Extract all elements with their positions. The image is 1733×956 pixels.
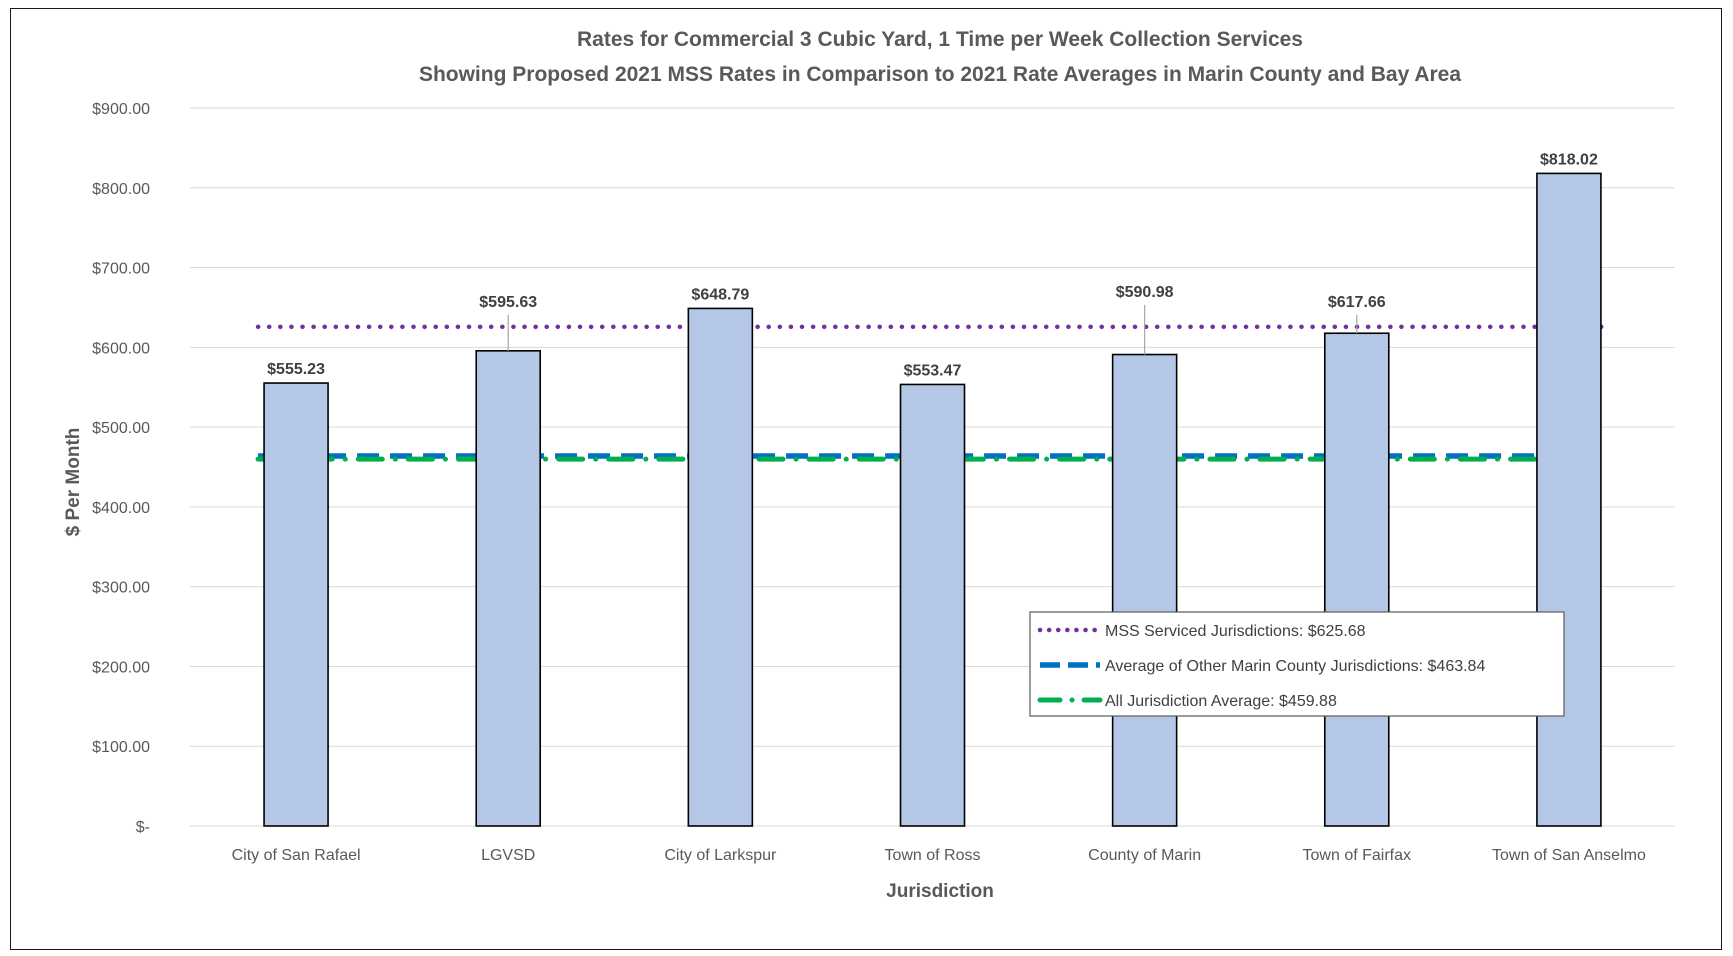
x-axis-ticks: City of San Rafael LGVSD City of Larkspur T…: [232, 847, 1646, 864]
x-tick-label: City of Larkspur: [664, 847, 777, 864]
y-tick-label: $900.00: [92, 101, 150, 118]
x-tick-label: Town of Ross: [884, 847, 980, 864]
bar: [687, 307, 754, 827]
chart-title-line-1: Rates for Commercial 3 Cubic Yard, 1 Tim…: [577, 28, 1303, 51]
y-tick-label: $100.00: [92, 739, 150, 756]
legend-label: Average of Other Marin County Jurisdicti…: [1105, 658, 1485, 675]
y-tick-label: $-: [136, 819, 150, 836]
gridlines: [190, 107, 1675, 827]
chart-title-line-2: Showing Proposed 2021 MSS Rates in Compa…: [419, 63, 1461, 86]
data-label: $818.02: [1540, 151, 1598, 168]
y-axis-ticks: $- $100.00 $200.00 $300.00 $400.00 $500.00 $60…: [92, 101, 150, 836]
x-tick-label: Town of Fairfax: [1303, 847, 1411, 864]
legend-label: MSS Serviced Jurisdictions: $625.68: [1105, 623, 1366, 640]
bar: [1536, 172, 1602, 827]
data-label: $553.47: [904, 362, 962, 379]
bar: [475, 350, 542, 827]
x-tick-label: City of San Rafael: [232, 847, 361, 864]
y-tick-label: $300.00: [92, 580, 150, 597]
x-axis-title: Jurisdiction: [886, 881, 994, 902]
data-label: $595.63: [479, 294, 537, 311]
y-tick-label: $600.00: [92, 340, 150, 357]
y-tick-label: $400.00: [92, 500, 150, 517]
legend-box: [1029, 611, 1565, 717]
data-label: $648.79: [691, 286, 749, 303]
y-tick-label: $200.00: [92, 659, 150, 676]
x-tick-label: County of Marin: [1088, 847, 1201, 864]
data-label: $590.98: [1116, 284, 1174, 301]
y-tick-label: $800.00: [92, 181, 150, 198]
y-tick-label: $500.00: [92, 420, 150, 437]
bar: [1111, 353, 1178, 827]
bar: [263, 382, 329, 827]
data-label: $555.23: [267, 361, 325, 378]
label-leader-lines: [507, 304, 1358, 355]
legend: MSS Serviced Jurisdictions: $625.68 Avera…: [1029, 611, 1565, 717]
x-tick-label: LGVSD: [481, 847, 535, 864]
legend-label: All Jurisdiction Average: $459.88: [1105, 693, 1337, 710]
y-tick-label: $700.00: [92, 261, 150, 278]
bars: [263, 172, 1602, 827]
bar: [1323, 332, 1390, 827]
y-axis-title: $ Per Month: [63, 428, 84, 537]
data-label: $617.66: [1328, 294, 1386, 311]
data-labels: $555.23 $595.63 $648.79 $553.47 $590.98 $617.…: [267, 151, 1598, 379]
bar: [899, 383, 966, 827]
x-tick-label: Town of San Anselmo: [1492, 847, 1646, 864]
